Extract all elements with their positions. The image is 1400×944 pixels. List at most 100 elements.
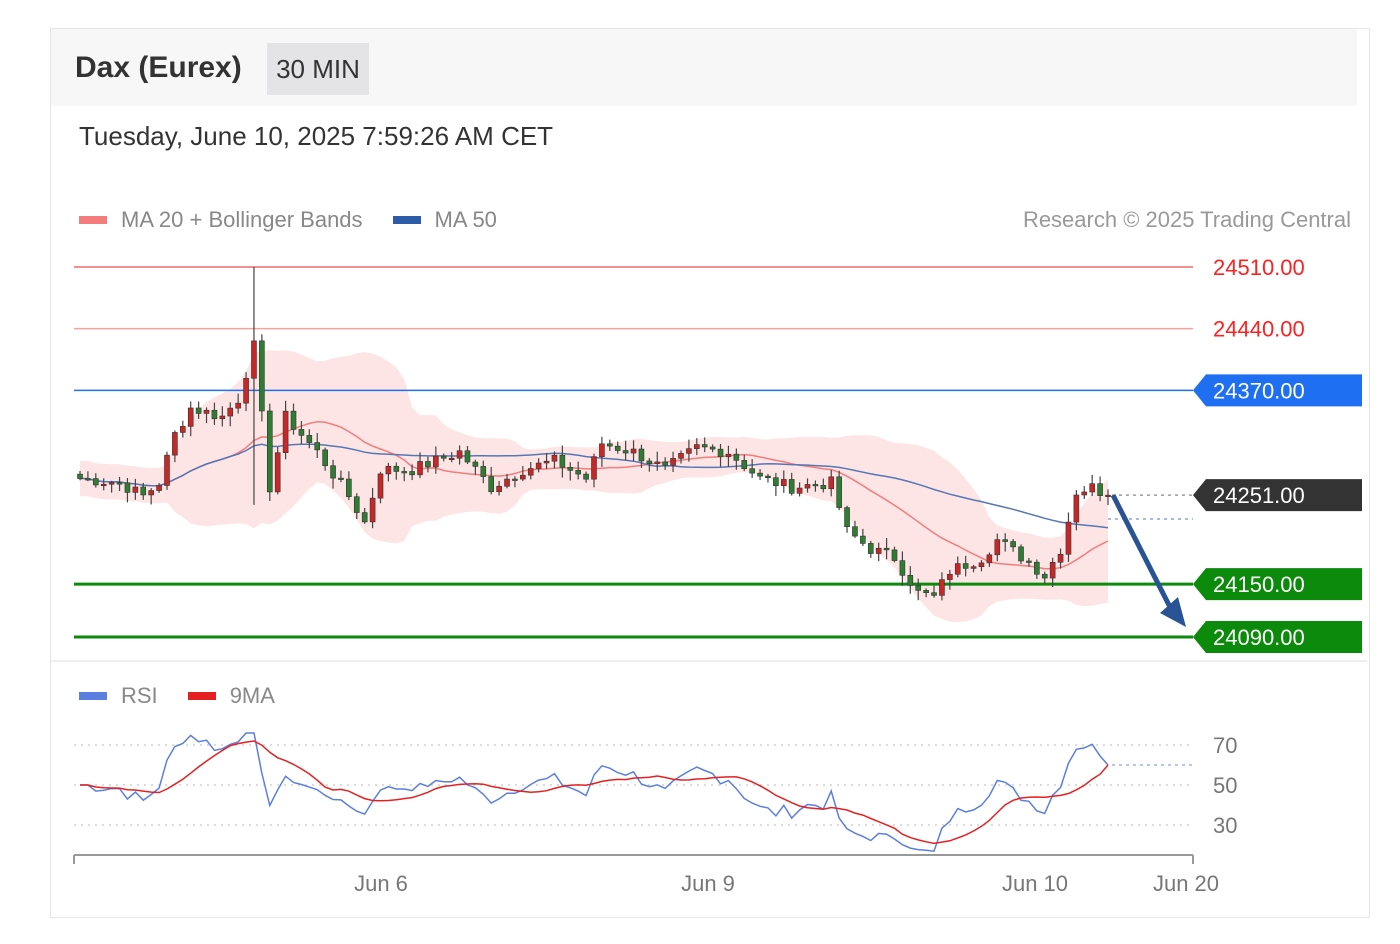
candle-body [923, 590, 929, 594]
rsi-tick-50: 50 [1213, 773, 1237, 798]
candle-body [915, 585, 922, 591]
candle-body [219, 415, 226, 420]
candle-body [954, 563, 961, 575]
last-price-tag: 24251.00 [1193, 479, 1362, 512]
candle-body [338, 477, 344, 480]
forecast-arrow-head [1160, 597, 1186, 627]
ma20-legend-label: MA 20 + Bollinger Bands [121, 207, 363, 232]
candle-body [765, 475, 771, 479]
candle-body [749, 468, 755, 474]
candle-body [227, 407, 234, 417]
candle-body [939, 579, 945, 596]
candle-body [266, 410, 273, 493]
level-tag-24150: 24150.00 [1193, 568, 1362, 601]
ma9-legend-label: 9MA [229, 683, 275, 708]
chart-header: Dax (Eurex) 30 MIN [51, 29, 1357, 106]
candle-body [804, 484, 811, 489]
candle-body [607, 443, 613, 447]
candle-body [116, 482, 123, 485]
candle-body [180, 426, 186, 433]
candle-body [148, 490, 154, 496]
candle-body [187, 407, 194, 427]
candle-body [172, 432, 178, 456]
candle-body [994, 539, 1001, 556]
rsi-legend: RSI 9MA [79, 683, 275, 709]
last-price-tag-text: 24251.00 [1213, 483, 1305, 508]
candle-body [164, 454, 170, 486]
x-tick-label: Jun 10 [1002, 871, 1068, 896]
candle-body [788, 479, 795, 494]
candle-body [1081, 491, 1088, 496]
candle-body [709, 446, 716, 450]
candle-body [907, 575, 914, 586]
candle-body [701, 444, 708, 448]
candle-body [1010, 541, 1016, 548]
candle-body [132, 486, 139, 493]
candle-body [1097, 483, 1103, 496]
candle-body [156, 485, 162, 491]
candle-body [93, 478, 99, 486]
candle-body [867, 543, 874, 554]
candle-body [844, 507, 850, 527]
level-tag-24090-shape [1193, 621, 1362, 653]
candle-body [448, 457, 455, 460]
candle-body [377, 473, 384, 499]
level-tag-24370-shape [1193, 374, 1362, 407]
candle-body [346, 478, 352, 498]
candle-body [401, 471, 408, 474]
candle-body [883, 547, 890, 551]
candle-body [1089, 483, 1095, 493]
candle-body [425, 461, 431, 468]
candle-body [85, 478, 91, 481]
candle-body [947, 573, 953, 580]
candle-body [124, 482, 131, 493]
candle-body [891, 549, 898, 561]
candle-body [638, 448, 645, 462]
candle-body [796, 487, 803, 494]
candle-body [1065, 521, 1072, 555]
candle-body [575, 470, 581, 475]
candle-body [488, 476, 495, 493]
timeframe-badge[interactable]: 30 MIN [267, 43, 369, 95]
candle-body [235, 402, 241, 409]
level-tag-24090-text: 24090.00 [1213, 625, 1305, 650]
candle-body [322, 449, 328, 467]
candle-body [535, 462, 542, 469]
candle-body [464, 450, 471, 463]
ma50-swatch [392, 216, 421, 224]
candle-body [567, 467, 574, 471]
level-label-24510: 24510.00 [1213, 255, 1305, 280]
candle-body [298, 429, 305, 436]
rsi-line [80, 732, 1109, 853]
candle-body [543, 460, 550, 464]
candle-body [962, 563, 969, 569]
candle-body [195, 407, 202, 414]
candle-body [693, 444, 700, 449]
x-tick-label: Jun 6 [354, 871, 408, 896]
candle-body [496, 485, 502, 493]
candle-body [290, 410, 297, 430]
candle-body [1002, 539, 1009, 542]
level-tag-24090: 24090.00 [1193, 621, 1362, 653]
candle-body [1018, 546, 1024, 562]
candle-body [1026, 560, 1032, 563]
candle-body [108, 482, 115, 485]
rsi-tick-30: 30 [1213, 813, 1237, 838]
candle-body [686, 448, 692, 454]
candle-body [970, 566, 977, 569]
candle-body [274, 452, 281, 493]
candle-body [599, 443, 605, 457]
rsi-swatch [79, 692, 107, 700]
candle-body [733, 453, 740, 461]
candle-body [140, 486, 147, 496]
candle-body [480, 466, 487, 477]
candle-body [259, 340, 265, 412]
level-tag-24150-text: 24150.00 [1213, 572, 1305, 597]
candle-body [520, 474, 526, 480]
candle-body [812, 484, 819, 487]
candle-body [773, 477, 779, 487]
candle-body [741, 460, 748, 470]
candle-body [828, 476, 835, 490]
candle-body [77, 473, 83, 479]
forecast-arrow-shaft [1110, 494, 1175, 613]
